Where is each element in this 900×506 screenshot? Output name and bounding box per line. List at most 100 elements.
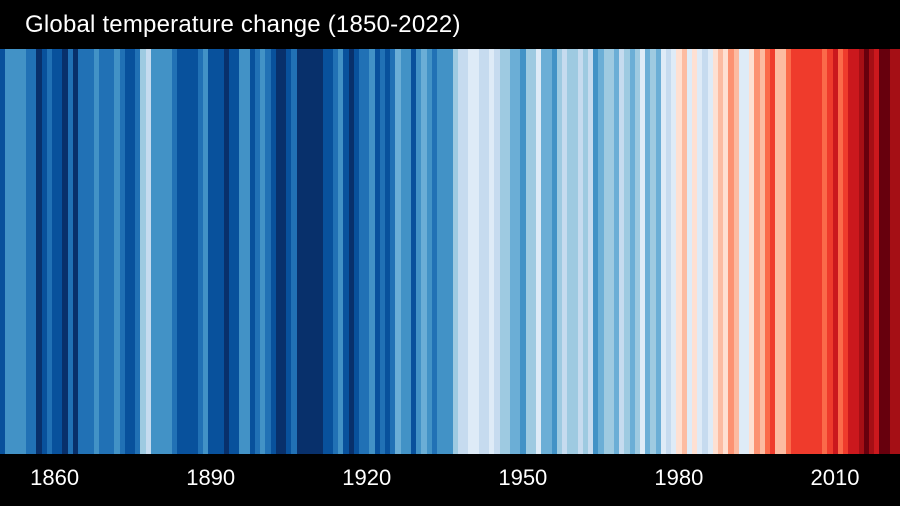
stripe-1926 <box>395 49 401 454</box>
stripe-1857 <box>36 49 42 454</box>
stripe-1900 <box>260 49 266 454</box>
stripe-1912 <box>322 49 328 454</box>
stripe-1961 <box>577 49 583 454</box>
stripe-1922 <box>374 49 380 454</box>
stripe-1937 <box>452 49 458 454</box>
stripe-2019 <box>879 49 885 454</box>
stripe-1911 <box>317 49 323 454</box>
stripe-1917 <box>348 49 354 454</box>
stripe-1914 <box>333 49 339 454</box>
stripe-1951 <box>525 49 531 454</box>
stripe-1891 <box>213 49 219 454</box>
stripe-1887 <box>192 49 198 454</box>
stripe-1982 <box>686 49 693 454</box>
stripe-1892 <box>218 49 224 454</box>
stripe-1927 <box>400 49 406 454</box>
stripe-2004 <box>801 49 807 454</box>
stripe-1893 <box>223 49 229 454</box>
stripe-2003 <box>796 49 802 454</box>
stripe-1974 <box>645 49 651 454</box>
stripe-1896 <box>239 49 245 454</box>
stripe-1963 <box>587 49 594 454</box>
stripe-1928 <box>405 49 412 454</box>
stripe-1945 <box>494 49 500 454</box>
stripe-1920 <box>364 49 370 454</box>
stripe-1955 <box>546 49 552 454</box>
stripes-plot <box>0 49 900 454</box>
stripe-1979 <box>671 49 677 454</box>
stripe-2002 <box>790 49 797 454</box>
stripe-1865 <box>78 49 84 454</box>
stripe-1859 <box>46 49 53 454</box>
stripe-1977 <box>660 49 666 454</box>
stripe-1872 <box>114 49 120 454</box>
stripe-1943 <box>483 49 490 454</box>
stripe-1971 <box>629 49 635 454</box>
stripe-1895 <box>234 49 240 454</box>
x-axis-tick-2010: 2010 <box>810 465 860 490</box>
stripe-1940 <box>468 49 474 454</box>
x-axis: 1860 1890 1920 1950 1980 2010 <box>0 454 900 506</box>
stripe-1948 <box>509 49 516 454</box>
stripe-1968 <box>613 49 620 454</box>
stripe-1921 <box>369 49 375 454</box>
stripe-1984 <box>697 49 703 454</box>
stripe-1958 <box>561 49 568 454</box>
stripe-1973 <box>639 49 646 454</box>
stripe-1930 <box>416 49 422 454</box>
stripe-2013 <box>848 49 854 454</box>
stripe-1867 <box>88 49 94 454</box>
stripe-1870 <box>104 49 110 454</box>
stripe-1904 <box>280 49 287 454</box>
stripe-1932 <box>426 49 432 454</box>
stripe-2009 <box>827 49 833 454</box>
stripe-1990 <box>728 49 734 454</box>
stripe-1942 <box>478 49 484 454</box>
stripe-1898 <box>249 49 255 454</box>
stripe-1985 <box>702 49 708 454</box>
stripe-1856 <box>31 49 37 454</box>
stripe-2005 <box>806 49 812 454</box>
stripe-1992 <box>738 49 745 454</box>
x-axis-tick-1950: 1950 <box>498 465 548 490</box>
stripe-1885 <box>182 49 188 454</box>
stripe-2015 <box>858 49 864 454</box>
stripe-1978 <box>666 49 672 454</box>
stripe-1970 <box>624 49 630 454</box>
stripe-1994 <box>749 49 755 454</box>
stripe-2008 <box>822 49 828 454</box>
stripe-1862 <box>62 49 68 454</box>
stripe-1959 <box>567 49 573 454</box>
stripe-1854 <box>20 49 27 454</box>
stripe-2022 <box>894 49 900 454</box>
stripe-1882 <box>166 49 172 454</box>
stripe-2006 <box>811 49 817 454</box>
stripe-1850 <box>0 49 6 454</box>
stripe-1965 <box>598 49 604 454</box>
stripe-1855 <box>26 49 32 454</box>
stripe-1939 <box>463 49 469 454</box>
stripe-1851 <box>5 49 11 454</box>
stripe-1878 <box>145 49 151 454</box>
stripe-1953 <box>535 49 542 454</box>
stripe-2010 <box>832 49 838 454</box>
stripe-1875 <box>130 49 136 454</box>
stripe-1989 <box>723 49 729 454</box>
stripe-1999 <box>775 49 781 454</box>
x-axis-tick-1860: 1860 <box>30 465 80 490</box>
stripe-1868 <box>93 49 99 454</box>
stripe-1935 <box>442 49 448 454</box>
stripe-1858 <box>41 49 47 454</box>
stripe-2000 <box>780 49 786 454</box>
stripe-1905 <box>286 49 292 454</box>
stripe-1981 <box>681 49 687 454</box>
stripe-1929 <box>411 49 417 454</box>
stripe-1888 <box>197 49 203 454</box>
stripe-1901 <box>265 49 271 454</box>
stripe-1993 <box>744 49 750 454</box>
stripe-1988 <box>718 49 724 454</box>
stripe-1925 <box>390 49 396 454</box>
stripe-1874 <box>124 49 131 454</box>
x-axis-tick-1980: 1980 <box>654 465 704 490</box>
stripe-1952 <box>530 49 536 454</box>
